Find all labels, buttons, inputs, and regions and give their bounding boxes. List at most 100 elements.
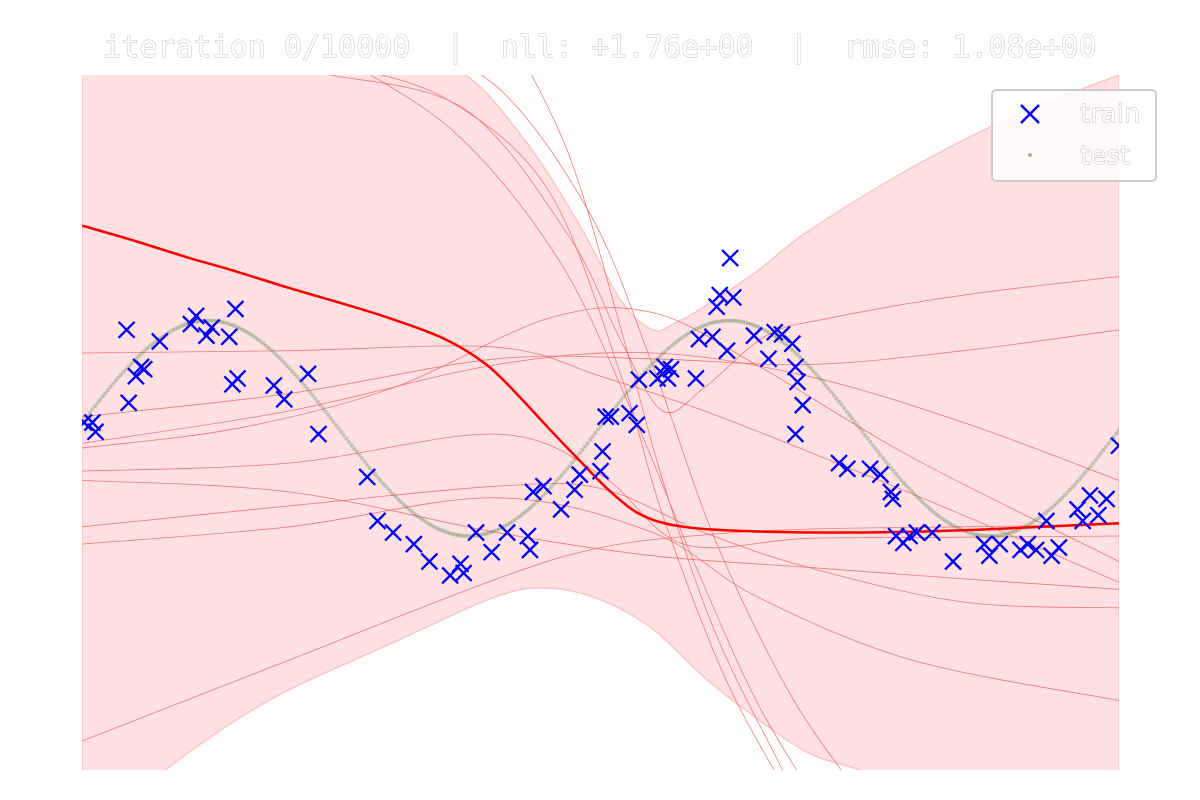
test-point	[219, 320, 225, 325]
test-point	[134, 356, 139, 361]
test-point	[435, 526, 440, 531]
test-point	[269, 348, 274, 353]
posterior-sample-13	[531, 75, 784, 770]
train-point	[82, 413, 93, 432]
posterior-sample-6	[82, 497, 1119, 701]
test-point	[142, 348, 147, 354]
test-point	[595, 427, 601, 432]
test-point	[346, 439, 352, 445]
train-point	[882, 483, 900, 501]
test-point	[1093, 457, 1098, 462]
test-point	[378, 478, 383, 483]
test-point	[580, 447, 585, 452]
test-point	[712, 320, 717, 325]
test-point	[1096, 454, 1101, 459]
test-point	[313, 396, 318, 401]
test-point	[183, 322, 188, 327]
train-point	[182, 315, 200, 333]
test-point	[116, 375, 121, 380]
test-point	[766, 330, 772, 335]
test-point	[302, 383, 308, 388]
test-point	[945, 520, 951, 525]
test-point	[564, 467, 569, 472]
test-point	[124, 367, 129, 372]
test-point	[494, 527, 499, 533]
test-point	[1028, 521, 1033, 526]
test-point	[544, 490, 549, 495]
test-point	[323, 409, 328, 414]
test-point	[930, 508, 935, 514]
test-point	[782, 341, 787, 346]
test-point	[113, 378, 118, 383]
test-point	[673, 340, 678, 345]
test-point	[748, 322, 754, 327]
test-point	[621, 394, 626, 399]
test-point	[450, 531, 455, 537]
test-point	[1049, 505, 1054, 510]
train-point	[570, 465, 589, 484]
test-point	[704, 322, 709, 327]
test-point	[334, 423, 339, 428]
test-point	[339, 429, 344, 434]
test-point	[271, 350, 276, 355]
train-point	[368, 512, 387, 530]
train-point	[275, 390, 294, 409]
train-point	[783, 334, 802, 353]
test-point	[1085, 467, 1090, 472]
train-point	[1027, 541, 1045, 559]
test-point	[699, 324, 704, 329]
test-point	[616, 401, 621, 406]
train-point	[1110, 436, 1119, 455]
test-point	[1114, 431, 1119, 436]
test-point	[149, 342, 155, 347]
test-point	[256, 337, 261, 342]
test-point	[733, 318, 738, 323]
test-point	[756, 325, 761, 330]
train-point	[759, 349, 778, 368]
test-point	[881, 456, 886, 461]
test-point	[919, 499, 925, 504]
test-point	[982, 533, 987, 538]
posterior-sample-9	[379, 75, 775, 770]
test-point	[349, 443, 354, 448]
test-point	[582, 444, 588, 449]
test-point	[588, 437, 593, 442]
test-point	[559, 473, 564, 478]
test-point	[663, 349, 668, 354]
test-point	[222, 320, 227, 325]
test-point	[1083, 470, 1088, 475]
train-point	[454, 564, 473, 582]
predictive-mean-line	[82, 224, 1119, 534]
test-point	[948, 521, 953, 527]
test-point	[865, 436, 870, 441]
test-point	[906, 486, 912, 491]
test-point	[909, 489, 914, 494]
test-point	[792, 350, 798, 355]
test-point	[709, 320, 715, 325]
test-point	[844, 409, 849, 414]
test-point	[1062, 493, 1067, 498]
train-point	[299, 365, 317, 383]
train-point	[405, 535, 423, 553]
train-point	[358, 468, 376, 486]
test-point	[686, 331, 691, 336]
test-point	[181, 323, 186, 328]
test-point	[225, 321, 230, 326]
test-point	[883, 459, 888, 464]
train-point	[724, 288, 743, 307]
test-point	[831, 393, 836, 398]
test-point	[619, 397, 624, 402]
test-point	[531, 503, 536, 508]
test-point	[842, 406, 847, 411]
train-point	[83, 413, 102, 432]
posterior-sample-0	[82, 345, 1119, 583]
train-point	[627, 416, 646, 434]
test-point	[829, 389, 834, 395]
test-point	[976, 533, 982, 538]
test-point	[626, 388, 632, 393]
test-point	[440, 528, 445, 533]
test-point	[1013, 529, 1018, 534]
test-point	[1031, 519, 1036, 524]
test-point	[562, 470, 567, 475]
test-point	[590, 434, 595, 439]
